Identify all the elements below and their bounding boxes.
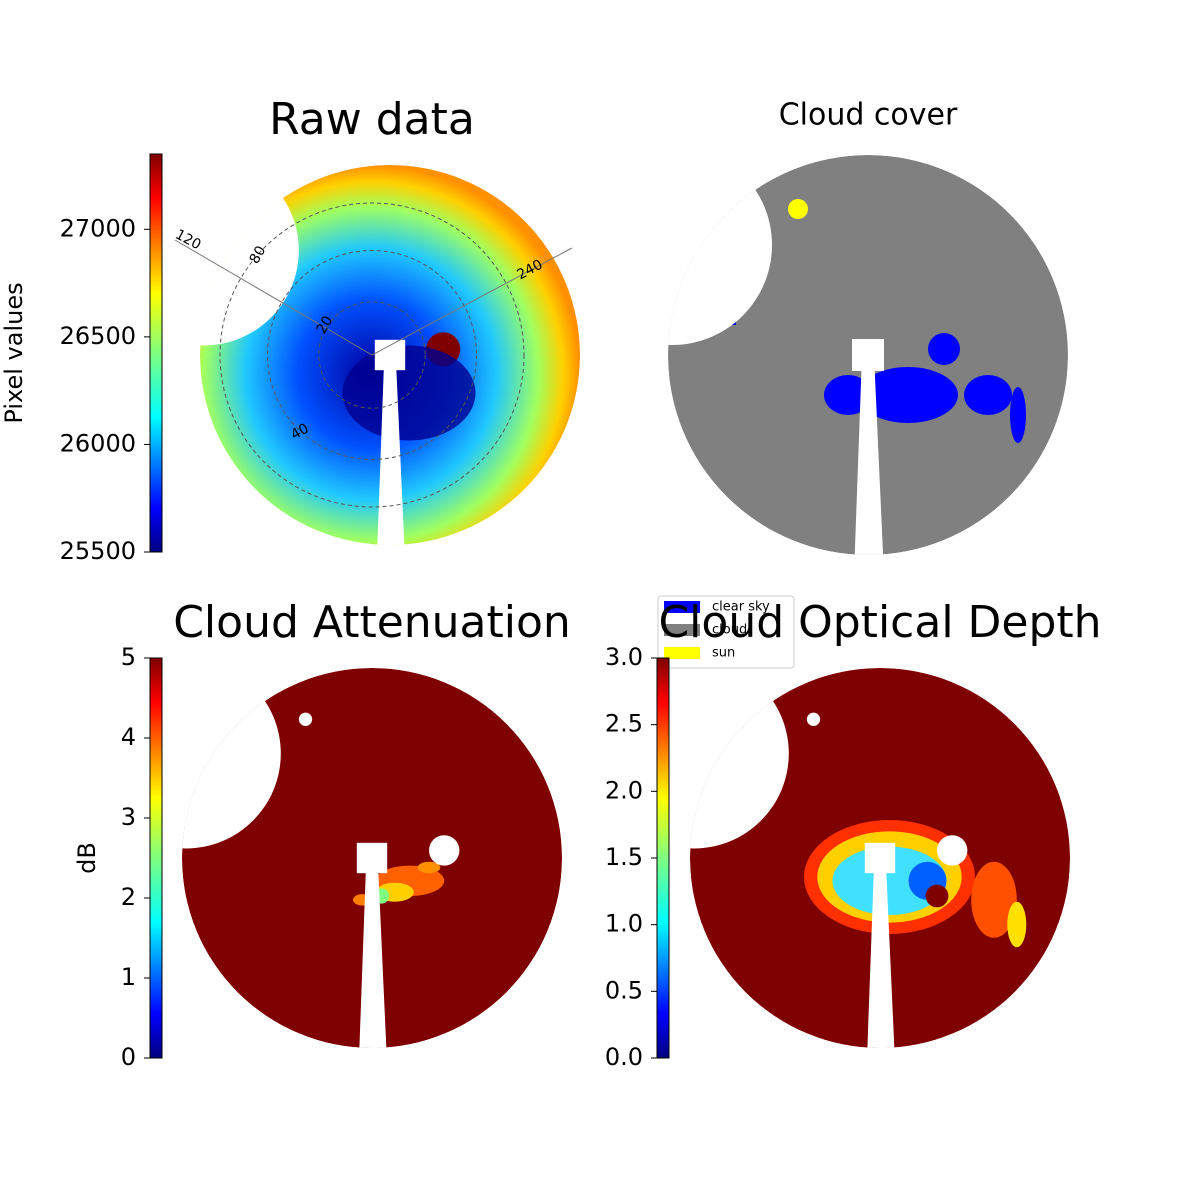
mast-box — [852, 339, 884, 371]
horizon-mask — [668, 155, 772, 345]
panel-title: Cloud Attenuation — [173, 597, 571, 648]
polar-label: 120 — [172, 227, 203, 254]
colorbar-tick-label: 0 — [121, 1043, 136, 1071]
colorbar-tick-label: 5 — [121, 643, 136, 671]
sun-marker — [788, 199, 808, 219]
horizon-mask — [200, 165, 299, 346]
legend-label: cloud — [712, 623, 747, 638]
colorbar — [149, 153, 163, 553]
polar-grid — [219, 202, 525, 508]
legend-swatch — [664, 624, 700, 636]
legend-label: clear sky — [712, 600, 770, 615]
mast-mask — [866, 858, 896, 1048]
mast-box — [356, 842, 388, 874]
legend: clear sky cloud sun — [657, 595, 795, 669]
optical-patch — [964, 375, 1012, 415]
colorbar-tick-label: 2 — [121, 883, 136, 911]
polar-grid — [318, 301, 426, 409]
optical-patch — [824, 375, 872, 415]
polar-label: 80 — [247, 243, 270, 266]
colorbar-tick-label: 26500 — [60, 322, 136, 350]
optical-patch — [971, 861, 1017, 938]
optical-patch — [928, 333, 960, 365]
colorbar-tick-label: 2.5 — [605, 710, 643, 738]
mast-box — [864, 842, 896, 874]
colorbar-tick-label: 0.0 — [605, 1043, 643, 1071]
legend-label: sun — [712, 646, 735, 661]
optical-patch — [417, 861, 441, 874]
colorbar-tick-label: 3 — [121, 803, 136, 831]
colorbar-tick-label: 3.0 — [605, 643, 643, 671]
optical-patch — [925, 884, 949, 908]
colorbar-label: Pixel values — [0, 282, 28, 423]
optical-patch — [1010, 387, 1026, 443]
sky-image — [668, 155, 1068, 555]
optical-patch — [858, 367, 958, 423]
colorbar-tick-label: 1.5 — [605, 843, 643, 871]
optical-patch — [832, 846, 947, 915]
panel-title: Cloud Optical Depth — [658, 597, 1101, 648]
legend-swatch — [664, 647, 700, 659]
polar-label: 40 — [288, 421, 311, 444]
colorbar-label: dB — [73, 842, 101, 874]
sun-mask — [429, 835, 460, 866]
colorbar-tick-label: 4 — [121, 723, 136, 751]
panel-title: Raw data — [269, 94, 475, 145]
polar-label: 20 — [314, 313, 337, 336]
optical-patch — [1007, 901, 1027, 948]
colorbar-tick-label: 1 — [121, 963, 136, 991]
polar-grid — [267, 250, 477, 460]
legend-swatch — [664, 601, 700, 613]
polar-axis — [371, 247, 573, 356]
sun-dot — [806, 712, 821, 726]
mast-mask — [854, 355, 884, 555]
horizon-mask — [182, 668, 281, 849]
sky-image — [690, 668, 1070, 1048]
colorbar-tick-label: 2.0 — [605, 776, 643, 804]
horizon-mask — [690, 668, 789, 849]
colorbar — [149, 657, 163, 1059]
sun-mask — [937, 835, 968, 866]
mast-box — [374, 339, 406, 371]
panel-title: Cloud cover — [779, 98, 958, 133]
colorbar-tick-label: 25500 — [60, 537, 136, 565]
colorbar-tick-label: 0.5 — [605, 976, 643, 1004]
polar-axis — [174, 239, 373, 356]
colorbar-tick-label: 27000 — [60, 214, 136, 242]
sun-dot — [298, 712, 313, 726]
sky-image — [200, 165, 580, 545]
colorbar-tick-label: 1.0 — [605, 910, 643, 938]
colorbar-tick-label: 26000 — [60, 429, 136, 457]
colorbar — [656, 657, 670, 1059]
mast-mask — [358, 858, 388, 1048]
